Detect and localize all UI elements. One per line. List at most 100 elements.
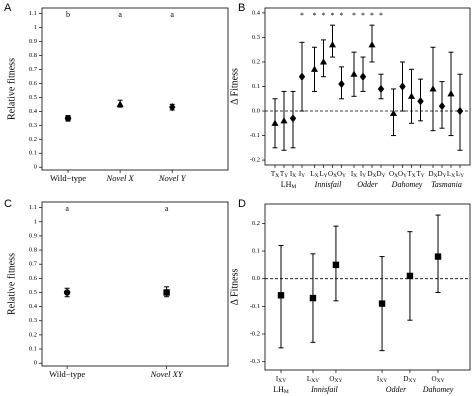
marker — [429, 85, 437, 92]
group-label-base: Innisfail — [310, 385, 338, 394]
group-label: LHM — [273, 385, 289, 395]
x-tick-label: IX — [351, 170, 357, 180]
marker — [378, 300, 386, 307]
y-axis-label: Δ Fitness — [229, 68, 240, 105]
y-tick-label: 1.1 — [29, 204, 37, 211]
group-label-base: Odder — [386, 385, 407, 394]
y-tick-label: 0.0 — [252, 108, 260, 115]
group-label-base: Odder — [357, 180, 378, 189]
marker — [280, 117, 288, 124]
x-tick-label: IXY — [377, 375, 387, 385]
y-tick-label: 0.7 — [29, 66, 38, 73]
marker — [277, 292, 285, 299]
y-tick-label: -0.1 — [250, 132, 260, 139]
y-tick-label: 0.6 — [29, 80, 38, 87]
marker — [319, 58, 328, 65]
x-tick-label-sub: Y — [443, 173, 447, 179]
x-tick-label-base: O — [337, 170, 342, 178]
x-tick-label-sub: Y — [460, 173, 464, 179]
x-tick-label-sub: X — [412, 173, 416, 179]
group-label: Dahomey — [391, 180, 423, 189]
group-letter: a — [65, 204, 69, 213]
x-tick-label: Novel Y — [158, 173, 187, 183]
group-label: Odder — [386, 385, 407, 394]
y-tick-label: 0.9 — [29, 232, 37, 239]
y-tick-label: 0.3 — [29, 122, 37, 129]
y-tick-label: 0.1 — [252, 248, 260, 255]
x-tick-label-base: O — [398, 170, 403, 178]
x-tick-label-base: I — [290, 170, 293, 178]
group-label-base: Tasmania — [431, 180, 462, 189]
marker — [309, 294, 317, 302]
x-tick-label: DX — [367, 170, 376, 180]
panel-letter: C — [4, 198, 12, 210]
group-label-base: Dahomey — [391, 180, 423, 189]
y-tick-label: 0.4 — [252, 9, 261, 16]
x-tick-label-sub: X — [275, 173, 279, 179]
x-tick-label-sub: X — [434, 173, 438, 179]
group-letter: a — [170, 10, 174, 19]
x-tick-label: IXY — [276, 375, 286, 385]
group-label: Innisfail — [310, 385, 338, 394]
significance: * — [322, 11, 326, 20]
panel-letter: D — [238, 198, 246, 210]
y-tick-label: 0.9 — [29, 38, 37, 45]
x-tick-label: DY — [437, 170, 446, 180]
y-axis-label: Relative fitness — [6, 58, 17, 120]
y-tick-label: 1 — [34, 218, 37, 225]
marker — [350, 70, 358, 77]
y-tick-label: 0.4 — [29, 303, 38, 310]
y-tick-label: 0.8 — [29, 247, 37, 254]
y-axis-label: Δ Fitness — [229, 269, 240, 306]
y-tick-label: 0.2 — [29, 136, 37, 143]
x-tick-label: Wild−type — [49, 369, 85, 379]
significance: * — [370, 11, 374, 20]
x-tick-label-sub: Y — [301, 173, 305, 179]
x-tick-label-base: L — [447, 170, 451, 178]
group-label: LHM — [281, 180, 297, 190]
marker — [169, 102, 176, 112]
x-tick-label-base: L — [319, 170, 323, 178]
x-tick-label: TX — [407, 170, 415, 180]
marker — [377, 84, 385, 94]
x-tick-label-base: D — [367, 170, 372, 178]
x-tick-label: Novel X — [106, 173, 135, 183]
x-tick-label-base: L — [310, 170, 314, 178]
x-tick-label-sub: XY — [437, 378, 445, 384]
marker — [399, 82, 406, 91]
x-tick-label-base: D — [403, 375, 408, 383]
marker — [332, 261, 340, 269]
marker — [417, 97, 424, 106]
x-tick-label-base: O — [389, 170, 394, 178]
y-tick-label: 0.2 — [252, 58, 260, 65]
x-tick-label: IY — [299, 170, 305, 180]
plot-frame — [41, 201, 229, 367]
marker — [359, 72, 367, 81]
x-tick-label-base: T — [416, 170, 421, 178]
y-tick-label: -0.2 — [250, 331, 260, 338]
x-tick-label: OY — [398, 170, 407, 180]
x-tick-label: TX — [271, 170, 279, 180]
x-tick-label-base: T — [280, 170, 285, 178]
x-tick-label-sub: Y — [382, 173, 386, 179]
x-tick-label-base: L — [456, 170, 460, 178]
x-tick-label-sub: X — [373, 173, 377, 179]
y-tick-label: 0.8 — [29, 52, 37, 59]
y-tick-label: 1 — [34, 24, 37, 31]
x-tick-label-sub: X — [333, 173, 337, 179]
significance: * — [300, 11, 304, 20]
x-tick-label: OX — [389, 170, 398, 180]
marker — [438, 101, 446, 111]
y-tick-label: -0.2 — [250, 157, 260, 164]
group-label-base: Innisfail — [314, 180, 342, 189]
marker — [310, 65, 319, 72]
y-tick-label: 1.1 — [29, 10, 37, 17]
x-tick-label-sub: XY — [278, 378, 286, 384]
y-tick-label: 0.4 — [29, 108, 38, 115]
marker — [163, 289, 170, 296]
x-tick-label-sub: Y — [342, 173, 346, 179]
significance: * — [379, 11, 383, 20]
panel-letter: B — [238, 2, 245, 14]
x-tick-label: OY — [337, 170, 346, 180]
significance: * — [361, 11, 365, 20]
